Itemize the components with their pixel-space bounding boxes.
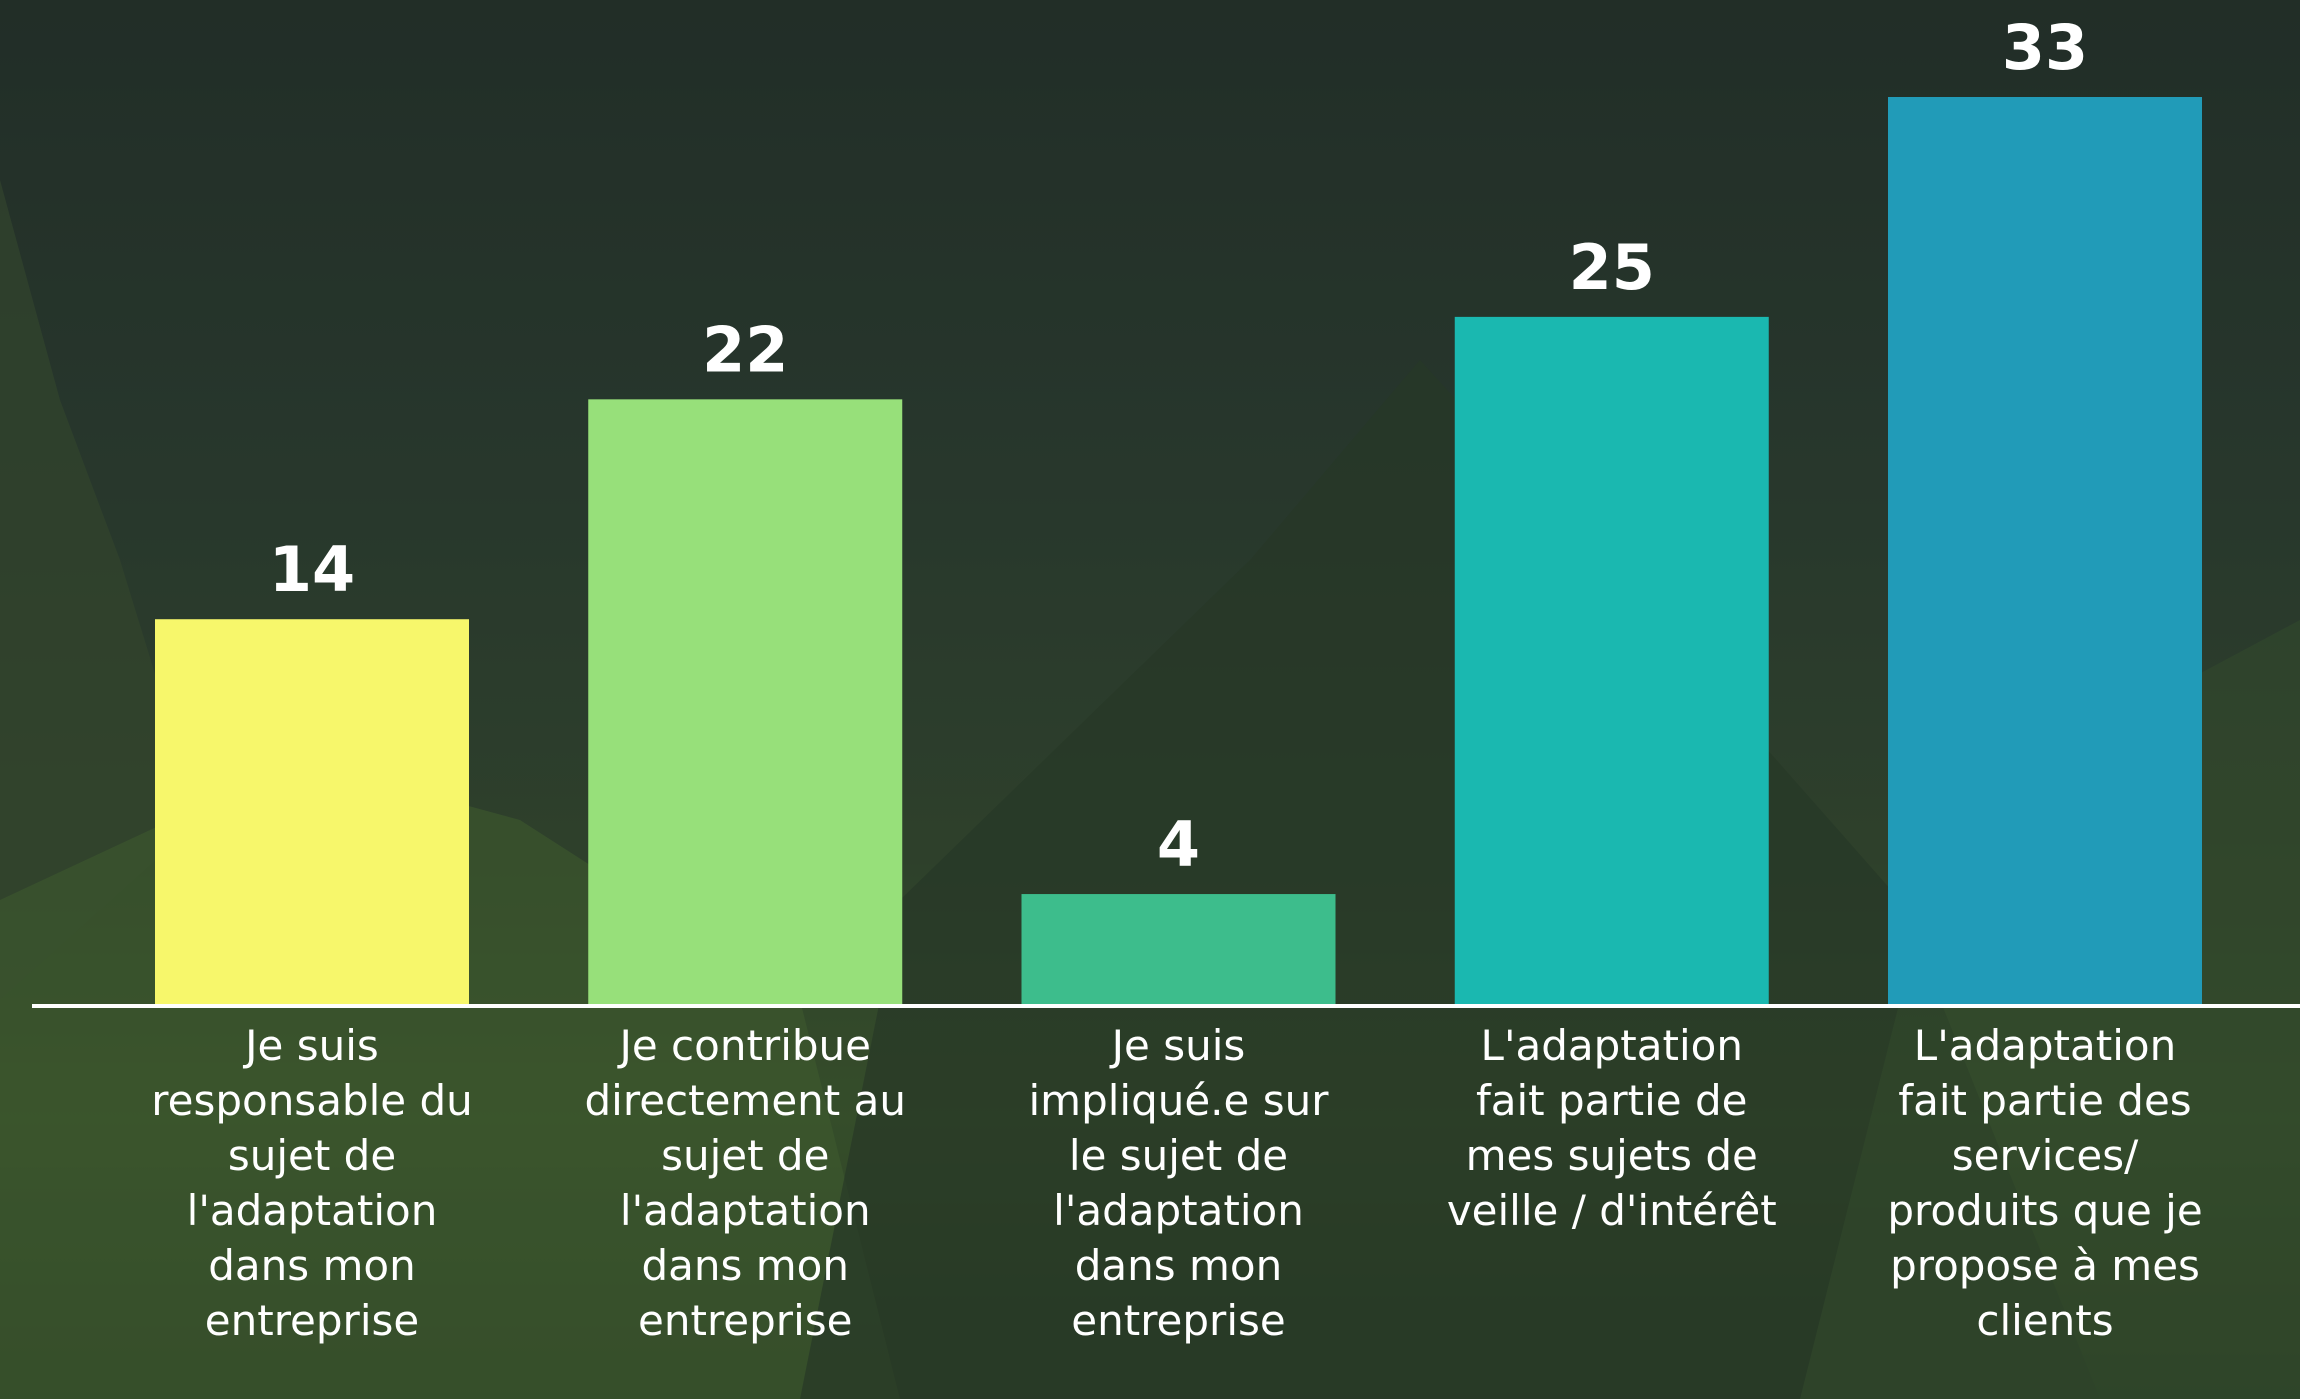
category-label: L'adaptation fait partie des services/ p… <box>1887 1021 2203 1345</box>
bar <box>1454 316 1769 1004</box>
value-label: 33 <box>2002 11 2088 84</box>
category-label: Je suis responsable du sujet de l'adapta… <box>151 1021 473 1345</box>
value-label: 14 <box>269 533 355 606</box>
value-label: 25 <box>1569 231 1655 304</box>
value-label: 4 <box>1157 808 1200 881</box>
mountain <box>800 360 2100 1399</box>
category-label: Je contribue directement au sujet de l'a… <box>584 1021 906 1345</box>
bar <box>155 619 469 1004</box>
mountain <box>0 180 200 1000</box>
category-label: Je suis impliqué.e sur le sujet de l'ada… <box>1028 1021 1329 1345</box>
value-label: 22 <box>702 313 788 386</box>
bar <box>1021 894 1336 1004</box>
bar <box>588 399 903 1004</box>
bar <box>1888 97 2202 1004</box>
category-label: L'adaptation fait partie de mes sujets d… <box>1446 1021 1777 1235</box>
